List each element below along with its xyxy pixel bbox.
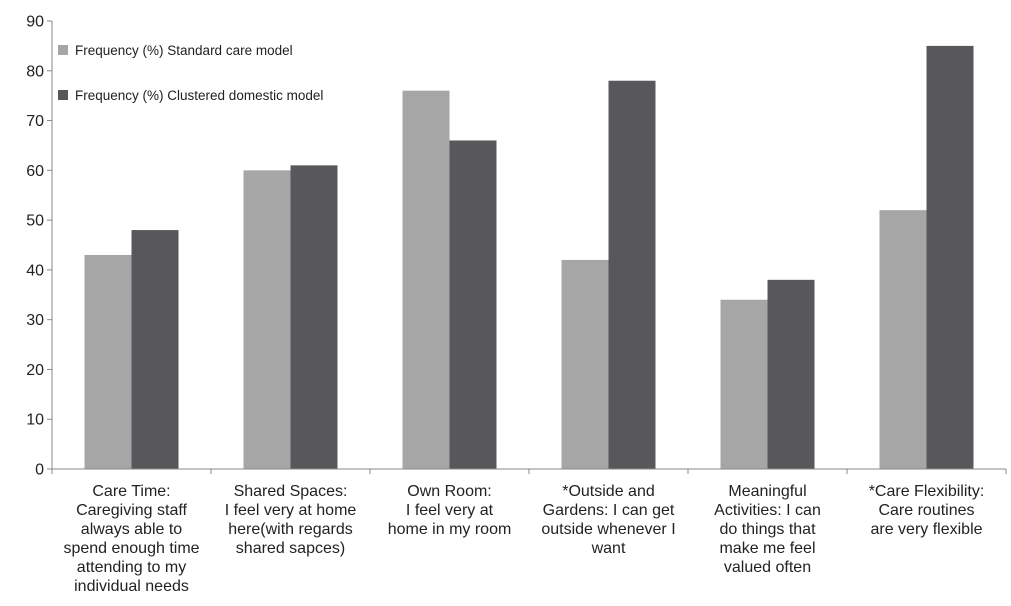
bar-series-1-cat-1 bbox=[84, 254, 132, 469]
x-tick-label-line: always able to bbox=[81, 521, 182, 538]
bar-series-2-cat-5 bbox=[767, 279, 815, 469]
x-tick-label-line: spend enough time bbox=[63, 540, 199, 557]
x-tick-label-line: are very flexible bbox=[870, 521, 982, 538]
bar-series-1-cat-5 bbox=[720, 299, 768, 469]
x-tick-label-line: *Care Flexibility: bbox=[869, 483, 985, 500]
bar-series-1-cat-4 bbox=[561, 259, 609, 469]
y-tick-label: 10 bbox=[26, 412, 44, 429]
x-tick-label: Own Room: I feel very at home in my room bbox=[388, 483, 512, 538]
x-tick-label-line: Gardens: I can get bbox=[543, 502, 675, 519]
legend-label: Frequency (%) Clustered domestic model bbox=[75, 88, 323, 103]
legend-swatch bbox=[58, 90, 68, 100]
bar-series-2-cat-2 bbox=[290, 165, 338, 469]
x-tick-label-line: want bbox=[591, 540, 626, 557]
x-tick-label-line: attending to my bbox=[77, 559, 186, 576]
x-tick-label: *Care Flexibility: Care routines are very … bbox=[869, 483, 985, 538]
y-tick-label: 90 bbox=[26, 14, 44, 31]
legend-label: Frequency (%) Standard care model bbox=[75, 43, 293, 58]
bar-series-2-cat-4 bbox=[608, 80, 656, 469]
x-tick-label-line: home in my room bbox=[388, 521, 512, 538]
x-tick-label: *Outside and Gardens: I can get outside wh… bbox=[541, 483, 675, 557]
x-tick-label-line: Caregiving staff bbox=[76, 502, 187, 519]
axes bbox=[51, 21, 1007, 474]
x-tick-label: Meaningful Activities: I can do things tha… bbox=[714, 483, 821, 576]
y-tick-label: 50 bbox=[26, 213, 44, 230]
x-tick-label-line: shared sapces) bbox=[236, 540, 345, 557]
y-tick-label: 40 bbox=[26, 262, 44, 279]
x-tick-label-line: I feel very at bbox=[406, 502, 494, 519]
y-tick-label: 0 bbox=[35, 462, 44, 479]
x-tick-label-line: Meaningful bbox=[728, 483, 806, 500]
x-tick-label-line: outside whenever I bbox=[541, 521, 675, 538]
x-tick-label-line: Activities: I can bbox=[714, 502, 821, 519]
x-tick-label-line: *Outside and bbox=[562, 483, 655, 500]
legend: Frequency (%) Standard care model Frequen… bbox=[58, 43, 323, 103]
y-axis-ticks: 0 10 20 30 40 50 60 70 80 90 bbox=[26, 14, 52, 479]
x-tick-label-line: Shared Spaces: bbox=[234, 483, 348, 500]
x-tick-label-line: Care routines bbox=[878, 502, 974, 519]
x-tick-label-line: valued often bbox=[724, 559, 811, 576]
x-tick-label: Care Time: Caregiving staff always able to… bbox=[63, 483, 199, 595]
y-tick-label: 70 bbox=[26, 113, 44, 130]
x-tick-label-line: I feel very at home bbox=[225, 502, 357, 519]
x-tick-label-line: make me feel bbox=[719, 540, 815, 557]
x-tick-label-line: individual needs bbox=[74, 578, 189, 595]
bar-series-2-cat-3 bbox=[449, 140, 497, 469]
bar-series-2-cat-1 bbox=[131, 230, 179, 469]
bar-series-1-cat-3 bbox=[402, 90, 450, 469]
y-tick-label: 30 bbox=[26, 312, 44, 329]
bar-series-2-cat-6 bbox=[926, 45, 974, 470]
y-tick-label: 20 bbox=[26, 362, 44, 379]
x-tick-label: Shared Spaces: I feel very at home here(wi… bbox=[225, 483, 357, 557]
legend-swatch bbox=[58, 45, 68, 55]
bar-series-1-cat-2 bbox=[243, 170, 291, 470]
x-tick-label-line: here(with regards bbox=[228, 521, 353, 538]
y-tick-label: 80 bbox=[26, 63, 44, 80]
bars bbox=[84, 45, 974, 470]
x-tick-label-line: Own Room: bbox=[407, 483, 491, 500]
x-tick-label-line: do things that bbox=[719, 521, 816, 538]
y-tick-label: 60 bbox=[26, 163, 44, 180]
category-labels: Care Time: Caregiving staff always able to… bbox=[63, 483, 984, 595]
bar-series-1-cat-6 bbox=[879, 210, 927, 469]
x-tick-label-line: Care Time: bbox=[92, 483, 170, 500]
